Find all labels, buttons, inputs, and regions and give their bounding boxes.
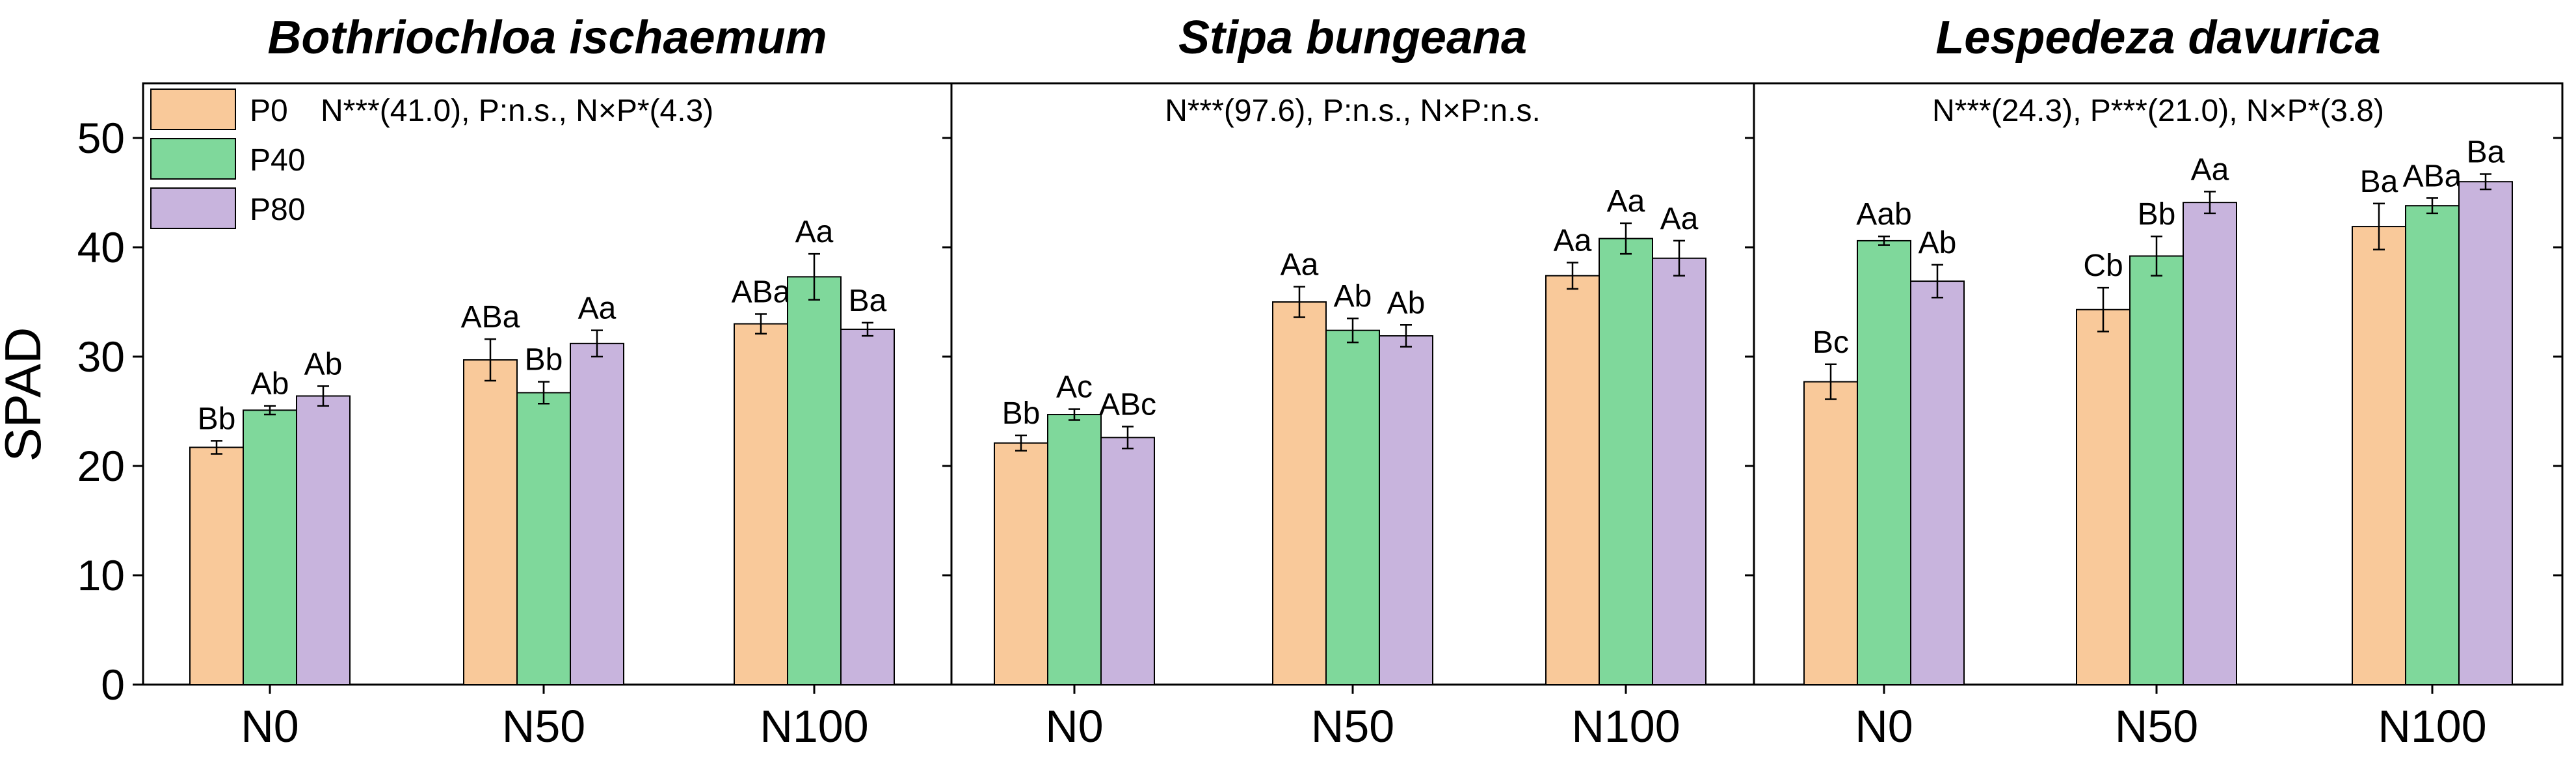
bar-label: Aa [1660, 202, 1699, 236]
bar-label: Aab [1856, 197, 1911, 232]
x-tick-label: N100 [2378, 701, 2486, 752]
bar [1272, 301, 1327, 685]
bar-label: ABa [2403, 159, 2462, 193]
bar-label: Ab [1334, 279, 1372, 314]
bar-label: Bb [198, 402, 236, 436]
x-tick-label: N50 [2115, 701, 2198, 752]
x-tick-label: N0 [1045, 701, 1103, 752]
bar [734, 323, 788, 686]
bar [1325, 329, 1380, 685]
bar [516, 392, 571, 685]
bar-label: ABa [461, 300, 520, 334]
y-tick-label: 10 [77, 551, 125, 599]
bar-label: Aa [1281, 247, 1319, 282]
panel-title: Lespedeza davurica [1935, 12, 2380, 64]
bar [840, 329, 895, 685]
bar-label: Ab [1919, 226, 1957, 260]
bar [1100, 437, 1155, 685]
bar-label: Aa [1554, 224, 1592, 258]
bar [2183, 202, 2237, 685]
y-tick-label: 0 [101, 661, 125, 709]
bar-label: Bb [525, 343, 563, 377]
bar [1803, 381, 1858, 685]
panel-title: Stipa bungeana [1178, 12, 1527, 64]
x-tick-label: N100 [760, 701, 868, 752]
bar [1047, 414, 1102, 685]
bar-label: Aa [1607, 184, 1645, 219]
stats-label: N***(24.3), P***(21.0), N×P*(3.8) [1932, 94, 2384, 128]
legend-swatch [150, 138, 236, 180]
x-tick-label: N0 [241, 701, 299, 752]
legend-label: P0 [250, 94, 288, 128]
bar [2405, 205, 2460, 686]
bar [2458, 181, 2513, 685]
legend-label: P40 [250, 143, 305, 178]
y-tick-label: 50 [77, 114, 125, 162]
bar-label: Aa [2191, 152, 2229, 187]
y-tick-label: 30 [77, 333, 125, 381]
x-tick-label: N100 [1571, 701, 1680, 752]
bar-label: Ba [849, 284, 887, 318]
legend-label: P80 [250, 193, 305, 227]
x-tick-label: N50 [1311, 701, 1394, 752]
x-tick-label: N0 [1855, 701, 1913, 752]
y-axis-label: SPAD [0, 327, 51, 462]
bar-label: Ab [1387, 286, 1426, 320]
bar [570, 342, 624, 685]
bar [1910, 280, 1965, 685]
y-tick-label: 40 [77, 223, 125, 271]
stats-label: N***(41.0), P:n.s., N×P*(4.3) [321, 94, 713, 128]
bar-label: Ab [251, 367, 289, 402]
bar-label: Bb [1002, 396, 1041, 431]
bar [243, 409, 297, 685]
plot-layer: 0 10 20 30 40 50 Bothriochloa ischaemum N***(41… [77, 12, 2564, 752]
bar [1545, 275, 1600, 685]
bar [1857, 239, 1911, 686]
bar-label: ABa [732, 275, 791, 309]
bar-label: Ab [304, 347, 343, 381]
bar [787, 276, 842, 685]
bar-label: Ba [2467, 135, 2505, 169]
y-tick-label: 20 [77, 442, 125, 490]
x-tick-label: N50 [502, 701, 585, 752]
bar [189, 446, 244, 685]
bar-label: Ba [2360, 165, 2398, 199]
bar [2352, 226, 2406, 685]
bar [1379, 335, 1433, 685]
bar [1652, 257, 1706, 685]
bar [2129, 255, 2184, 685]
bar [296, 395, 351, 685]
legend-swatch [150, 187, 236, 229]
bar [994, 442, 1048, 685]
bar-label: Cb [2083, 249, 2123, 283]
bar-label: ABc [1099, 388, 1156, 422]
bar [1599, 238, 1653, 685]
bar-label: Aa [795, 215, 834, 249]
bar-label: Bb [2138, 197, 2176, 232]
stats-label: N***(97.6), P:n.s., N×P:n.s. [1165, 94, 1541, 128]
panel-title: Bothriochloa ischaemum [267, 12, 827, 64]
legend-swatch [150, 89, 236, 130]
bar-label: Aa [578, 292, 617, 326]
bar [463, 359, 518, 685]
bar-label: Ac [1056, 370, 1093, 405]
bar-label: Bc [1812, 325, 1849, 360]
bar [2076, 308, 2131, 685]
